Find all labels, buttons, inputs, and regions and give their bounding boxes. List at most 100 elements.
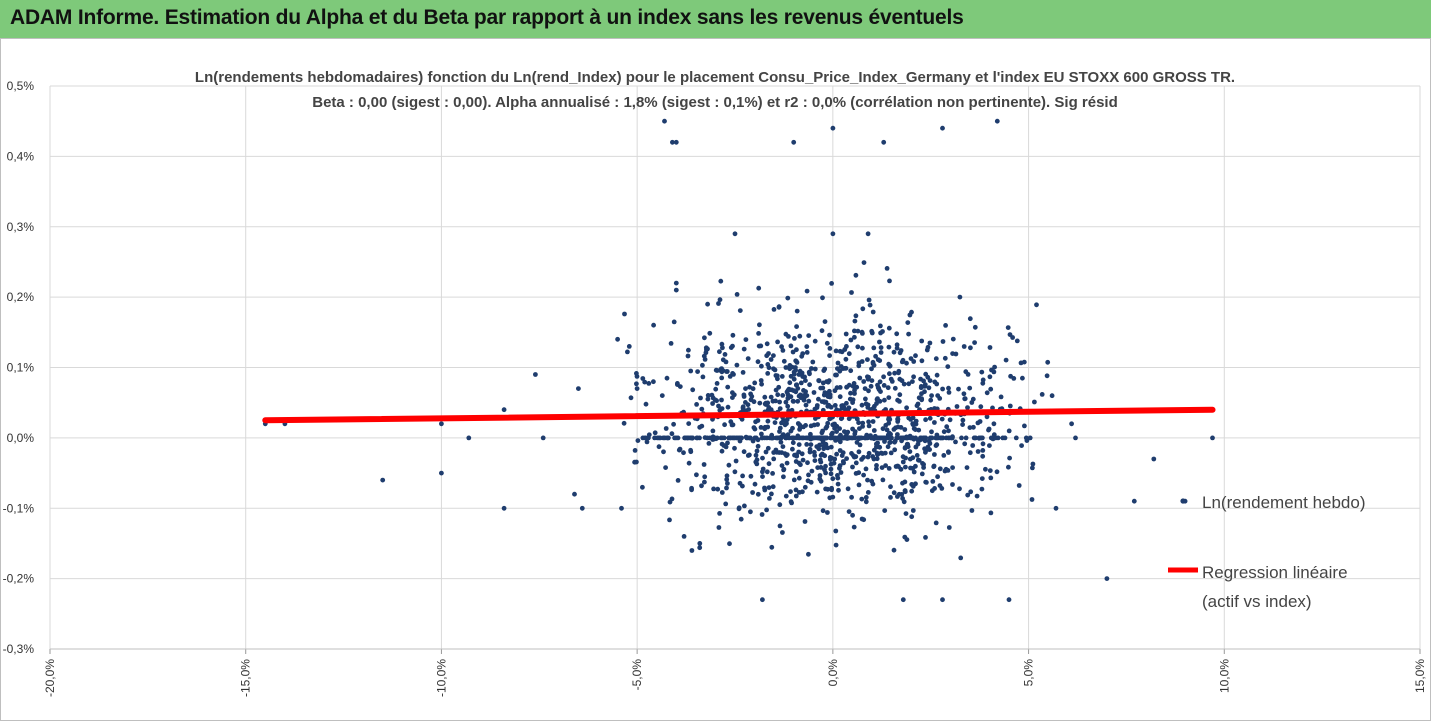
data-point [902, 479, 908, 485]
data-point [853, 460, 859, 466]
data-point [634, 459, 639, 465]
data-point [765, 418, 771, 424]
data-point [852, 388, 857, 393]
data-point [755, 418, 761, 423]
data-point [983, 466, 988, 472]
data-point [956, 386, 961, 392]
data-point [946, 390, 952, 395]
data-point [835, 360, 841, 366]
data-point [960, 417, 966, 423]
chart-area-border [0, 38, 1431, 721]
data-point [784, 460, 790, 466]
data-point [911, 374, 916, 380]
data-point [929, 393, 934, 398]
data-point [801, 424, 806, 430]
data-point [939, 486, 945, 491]
data-point [823, 463, 828, 469]
data-point [862, 386, 868, 391]
data-point [812, 458, 818, 463]
data-point [769, 544, 775, 550]
data-point [771, 307, 777, 312]
data-point [712, 435, 718, 441]
data-point [964, 465, 970, 470]
data-point [818, 465, 824, 470]
data-point [439, 470, 444, 476]
data-point [928, 397, 934, 403]
data-point [887, 439, 893, 445]
data-point [946, 449, 951, 455]
data-point [847, 396, 853, 402]
data-point [668, 341, 674, 346]
data-point [934, 372, 940, 378]
data-point [1073, 435, 1078, 441]
data-point [719, 397, 724, 403]
data-point [974, 493, 980, 499]
data-point [724, 477, 730, 482]
data-point [891, 547, 897, 553]
data-point [635, 438, 641, 443]
data-point [850, 512, 855, 518]
data-point [615, 336, 620, 342]
data-point [979, 476, 985, 481]
data-point [675, 478, 681, 483]
data-point [882, 439, 887, 444]
data-point [656, 444, 662, 450]
data-point [861, 260, 867, 265]
data-point [664, 375, 670, 381]
data-point [962, 396, 968, 402]
data-point [657, 435, 663, 441]
data-point [760, 466, 766, 472]
data-point [690, 435, 696, 441]
data-point [960, 422, 965, 427]
data-point [1005, 325, 1011, 330]
data-point [718, 278, 724, 284]
data-point [760, 455, 765, 461]
data-point [895, 397, 900, 403]
data-point [790, 446, 795, 452]
data-point [767, 496, 772, 501]
data-point [797, 333, 803, 339]
data-point [740, 404, 746, 410]
data-point [970, 443, 976, 448]
data-point [763, 449, 769, 455]
data-point [919, 397, 925, 403]
data-point [732, 231, 738, 237]
data-point [715, 486, 721, 492]
data-point [866, 423, 872, 429]
data-point [856, 470, 862, 476]
data-point [694, 402, 699, 407]
data-point [852, 435, 858, 441]
data-point [806, 472, 811, 478]
data-point [782, 422, 788, 428]
data-point [911, 469, 917, 475]
data-point [929, 429, 934, 435]
data-point [740, 473, 745, 479]
data-point [988, 435, 994, 441]
data-point [758, 425, 764, 430]
data-point [790, 425, 795, 431]
data-point [791, 477, 797, 483]
data-point [803, 402, 809, 408]
legend-label-scatter: Ln(rendement hebdo) [1202, 493, 1366, 512]
data-point [987, 468, 993, 473]
data-point [918, 385, 924, 391]
data-point [894, 342, 900, 348]
data-point [843, 331, 849, 337]
data-point [972, 435, 978, 441]
scatter-points [262, 118, 1215, 603]
data-point [899, 359, 905, 365]
data-point [844, 400, 849, 406]
data-point [856, 363, 862, 369]
data-point [686, 460, 692, 466]
data-point [1210, 435, 1215, 441]
report-banner: ADAM Informe. Estimation du Alpha et du … [0, 0, 1431, 39]
data-point [781, 466, 787, 472]
data-point [846, 509, 852, 514]
data-point [725, 384, 731, 390]
data-point [920, 435, 926, 441]
data-point [961, 344, 967, 349]
data-point [865, 454, 871, 460]
data-point [953, 439, 958, 445]
data-point [837, 426, 842, 431]
data-point [772, 367, 778, 373]
